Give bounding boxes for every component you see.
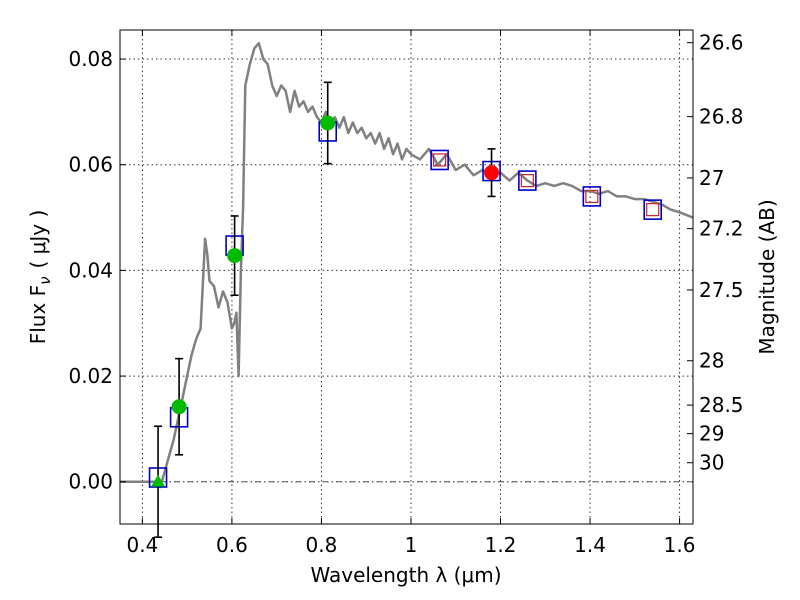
- plot-frame: [119, 29, 694, 525]
- y-axis-title-sub: ν: [36, 276, 54, 284]
- mag-tick-label: 26.6: [699, 31, 744, 55]
- y-axis-title: Flux Fν ( μJy ): [26, 210, 54, 345]
- filter-flux-box: [520, 173, 534, 188]
- y-axis-title-main: Flux F: [26, 285, 50, 344]
- model-flux-box: [518, 170, 537, 191]
- mag-tick-label: 29: [699, 422, 724, 446]
- mag-tick-label: 27: [699, 166, 724, 190]
- mag-tick-label: 26.8: [699, 105, 744, 129]
- model-sed-curve: [120, 41, 694, 489]
- ticks-layer: 0.4 0.6 0.8 1 1.2 1.4 1.6 0.00 0.02 0.04 0.06 0.08 2…: [68, 30, 744, 557]
- x-tick-label: 1.6: [664, 533, 696, 557]
- mag-tick-label: 27.2: [699, 217, 744, 241]
- y-tick-label: 0.04: [68, 258, 113, 282]
- filter-flux-box: [585, 189, 599, 204]
- x-tick-label: 0.8: [306, 533, 338, 557]
- photometry-point: [171, 399, 187, 415]
- model-curve-layer: [120, 41, 694, 489]
- x-tick-label: 0.6: [216, 533, 248, 557]
- filter-flux-box: [646, 203, 660, 217]
- x-tick-label: 1: [405, 533, 418, 557]
- x-tick-label: 1.4: [574, 533, 606, 557]
- y-tick-label: 0.00: [68, 470, 113, 494]
- photometry-point: [227, 248, 243, 264]
- model-flux-box: [430, 149, 449, 171]
- x-axis-title: Wavelength λ (μm): [310, 563, 501, 587]
- svg-text:Flux Fν( μJy ): Flux Fν ( μJy ): [26, 210, 54, 345]
- mag-tick-label: 28.5: [699, 393, 744, 417]
- x-tick-label: 1.2: [485, 533, 517, 557]
- right-axis-title: Magnitude (AB): [755, 199, 779, 354]
- mag-tick-label: 28: [699, 349, 724, 373]
- photometry-point: [320, 115, 336, 131]
- mag-tick-label: 27.5: [699, 278, 744, 302]
- x-tick-label: 0.4: [126, 533, 158, 557]
- data-points-layer: [148, 81, 663, 539]
- y-axis-title-unit: ( μJy ): [26, 210, 50, 269]
- y-tick-label: 0.08: [68, 47, 113, 71]
- photometry-point: [484, 165, 500, 181]
- model-flux-box: [582, 186, 602, 207]
- y-tick-label: 0.06: [68, 153, 113, 177]
- y-tick-label: 0.02: [68, 364, 113, 388]
- mag-tick-label: 30: [699, 451, 724, 475]
- photometry-upper-limit-marker: [151, 474, 166, 487]
- filter-flux-box: [433, 153, 447, 167]
- grid-layer: [120, 30, 693, 524]
- model-flux-box: [643, 199, 663, 220]
